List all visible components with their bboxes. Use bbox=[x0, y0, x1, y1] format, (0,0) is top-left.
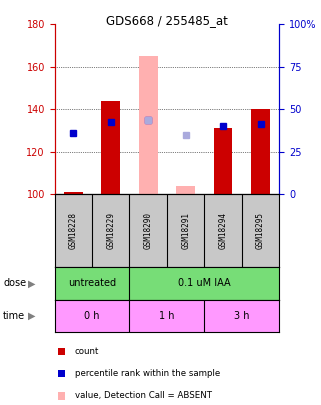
Text: GSM18291: GSM18291 bbox=[181, 212, 190, 249]
Bar bbox=[64, 192, 83, 194]
Bar bbox=[101, 101, 120, 194]
Text: 3 h: 3 h bbox=[234, 311, 249, 321]
Bar bbox=[251, 109, 270, 194]
Bar bbox=[176, 186, 195, 194]
Text: percentile rank within the sample: percentile rank within the sample bbox=[75, 369, 220, 378]
Text: time: time bbox=[3, 311, 25, 321]
Text: ▶: ▶ bbox=[28, 279, 36, 288]
Bar bbox=[176, 190, 195, 194]
Text: GSM18290: GSM18290 bbox=[144, 212, 153, 249]
Text: GSM18295: GSM18295 bbox=[256, 212, 265, 249]
Bar bbox=[139, 56, 158, 194]
Text: 0.1 uM IAA: 0.1 uM IAA bbox=[178, 279, 231, 288]
Bar bbox=[214, 128, 232, 194]
Text: value, Detection Call = ABSENT: value, Detection Call = ABSENT bbox=[75, 391, 212, 401]
Text: GSM18228: GSM18228 bbox=[69, 212, 78, 249]
Text: 1 h: 1 h bbox=[159, 311, 175, 321]
Text: 0 h: 0 h bbox=[84, 311, 100, 321]
Text: untreated: untreated bbox=[68, 279, 116, 288]
Text: GSM18229: GSM18229 bbox=[106, 212, 115, 249]
Text: count: count bbox=[75, 347, 99, 356]
Text: dose: dose bbox=[3, 279, 26, 288]
Text: GDS668 / 255485_at: GDS668 / 255485_at bbox=[106, 14, 228, 27]
Text: ▶: ▶ bbox=[28, 311, 36, 321]
Text: GSM18294: GSM18294 bbox=[219, 212, 228, 249]
